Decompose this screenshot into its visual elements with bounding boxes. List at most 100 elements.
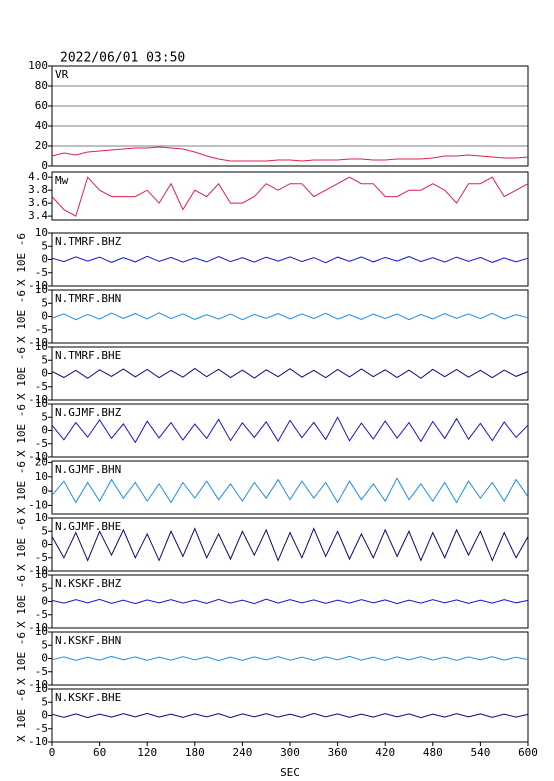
panel-frame [51,289,529,344]
trace [51,598,529,605]
y-axis-label: X 10E -6 [15,461,28,514]
x-tick-label: 60 [93,746,106,759]
y-tick-label: -10 [28,279,48,292]
y-tick-label: -10 [28,678,48,691]
y-axis-label: X 10E -6 [15,689,28,742]
y-tick-label: 60 [35,99,48,112]
y-tick-label: 3.8 [28,183,48,196]
y-tick-label: 10 [35,625,48,638]
y-tick-label: 4.0 [28,170,48,183]
trace-label: N.TMRF.BHN [55,292,121,305]
y-tick-label: 5 [41,353,48,366]
trace [51,477,529,504]
trace-label: N.KSKF.BHE [55,691,121,704]
x-tick-label: 120 [137,746,157,759]
y-tick-label: 0 [41,709,48,722]
trace [51,655,529,662]
trace-label: N.KSKF.BHZ [55,577,122,590]
y-axis-label: X 10E -6 [15,290,28,343]
y-tick-label: 20 [35,455,48,468]
trace-label: N.GJMF.BHE [55,520,121,533]
y-tick-label: 10 [35,397,48,410]
y-tick-label: 0 [41,538,48,551]
trace-label: Mw [55,174,69,187]
y-tick-label: -5 [35,437,48,450]
y-tick-label: 10 [35,511,48,524]
y-tick-label: 5 [41,524,48,537]
trace [51,255,529,264]
y-tick-label: 10 [35,226,48,239]
y-tick-label: 5 [41,581,48,594]
panel-frame [51,517,529,572]
panel-frame [51,346,529,401]
y-axis-label: X 10E -6 [15,632,28,685]
trace-label: N.TMRF.BHE [55,349,121,362]
y-tick-label: 10 [35,470,48,483]
panel-frame [51,460,529,515]
trace [51,176,529,217]
y-tick-label: -10 [28,450,48,463]
y-tick-label: 0 [41,595,48,608]
y-tick-label: -5 [35,722,48,735]
y-axis-label: X 10E -6 [15,575,28,628]
y-tick-label: 5 [41,638,48,651]
x-tick-label: 240 [232,746,252,759]
y-tick-label: 0 [41,367,48,380]
trace [51,527,529,562]
x-axis-label: SEC [280,766,300,779]
y-tick-label: -10 [28,393,48,406]
y-tick-label: 5 [41,296,48,309]
x-tick-label: 300 [280,746,300,759]
y-tick-label: 3.4 [28,209,48,222]
y-tick-label: -10 [28,621,48,634]
x-tick-label: 540 [470,746,490,759]
panel-frame [51,688,529,743]
y-tick-label: 5 [41,239,48,252]
x-tick-label: 180 [185,746,205,759]
y-axis-label: X 10E -6 [15,233,28,286]
y-tick-label: 0 [41,424,48,437]
y-tick-label: 0 [41,159,48,172]
x-tick-label: 420 [375,746,395,759]
trace [51,367,529,379]
y-tick-label: 10 [35,568,48,581]
y-tick-label: 5 [41,695,48,708]
chart-title: 2022/06/01 03:50 [60,51,185,66]
trace-label: N.KSKF.BHN [55,634,121,647]
y-tick-label: -5 [35,266,48,279]
y-tick-label: 0 [41,652,48,665]
y-tick-label: 20 [35,139,48,152]
trace [51,312,529,321]
y-tick-label: 0 [41,253,48,266]
y-tick-label: 100 [28,59,48,72]
x-tick-label: 480 [423,746,443,759]
y-tick-label: -10 [28,498,48,511]
y-tick-label: -5 [35,608,48,621]
y-tick-label: -10 [28,735,48,748]
panel-frame [51,65,529,167]
y-tick-label: 80 [35,79,48,92]
y-axis-label: X 10E -6 [15,404,28,457]
y-tick-label: 10 [35,682,48,695]
x-tick-label: 360 [328,746,348,759]
y-tick-label: -5 [35,323,48,336]
x-tick-label: 0 [49,746,56,759]
trace-label: VR [55,68,69,81]
panel-frame [51,171,529,221]
trace-label: N.TMRF.BHZ [55,235,122,248]
panel-frame [51,574,529,629]
trace-label: N.GJMF.BHN [55,463,121,476]
trace-label: N.GJMF.BHZ [55,406,122,419]
y-tick-label: -10 [28,336,48,349]
y-tick-label: 0 [41,310,48,323]
trace [51,712,529,719]
y-tick-label: -5 [35,380,48,393]
y-axis-label: X 10E -6 [15,347,28,400]
x-tick-label: 600 [518,746,538,759]
panel-frame [51,403,529,458]
trace [51,416,529,444]
y-tick-label: 10 [35,340,48,353]
panel-frame [51,631,529,686]
y-tick-label: 5 [41,410,48,423]
